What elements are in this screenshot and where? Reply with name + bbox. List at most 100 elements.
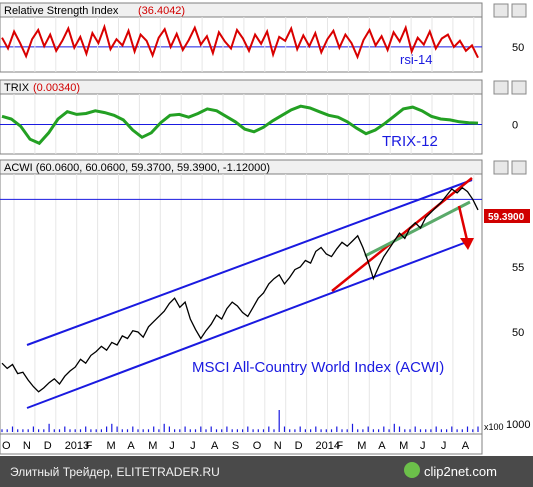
volume-bar xyxy=(116,426,118,432)
volume-bar xyxy=(383,426,385,432)
volume-bar xyxy=(200,426,202,432)
volume-bar xyxy=(210,426,212,432)
volume-bar xyxy=(388,429,390,433)
date-tick-label: F xyxy=(336,440,343,452)
volume-bar xyxy=(1,429,3,433)
volume-bar xyxy=(215,429,218,433)
rsi-panel-close-icon[interactable] xyxy=(511,3,527,18)
volume-bar xyxy=(58,429,61,433)
date-tick-label: 2014 xyxy=(316,440,340,452)
volume-bar xyxy=(43,429,45,433)
date-tick-label: J xyxy=(169,440,175,452)
volume-bar xyxy=(74,429,76,433)
last-price-tag xyxy=(484,209,530,223)
price-panel-button[interactable] xyxy=(493,160,509,175)
trix-panel: TRIX (0.00340) TRIX-12 0 xyxy=(0,79,527,155)
volume-bar xyxy=(174,429,176,433)
volume-bar xyxy=(48,423,50,433)
date-tick-label: A xyxy=(211,440,219,452)
volume-bar xyxy=(32,426,34,432)
trix-panel-close-icon[interactable] xyxy=(511,80,527,95)
price-annotation: MSCI All-Country World Index (ACWI) xyxy=(192,359,444,376)
date-tick-label: N xyxy=(274,440,282,452)
last-price-label: 59.3900 xyxy=(488,212,525,223)
volume-bar xyxy=(226,426,228,432)
price-title: ACWI (60.0600, 60.0600, 59.3700, 59.3900… xyxy=(4,162,270,174)
price-y-tick: 50 xyxy=(512,327,524,339)
volume-bar xyxy=(142,429,144,433)
price-panel-close-icon[interactable] xyxy=(511,160,527,175)
volume-bar xyxy=(64,426,66,432)
channel-lower-line xyxy=(26,239,473,409)
volume-bar xyxy=(278,410,280,432)
volume-unit-label: x100 xyxy=(484,422,504,432)
volume-bar xyxy=(95,429,97,433)
volume-bar xyxy=(472,429,474,433)
volume-bar xyxy=(126,429,129,433)
volume-bar xyxy=(456,429,458,433)
trix-panel-button[interactable] xyxy=(493,80,509,95)
rsi-panel-button[interactable] xyxy=(493,3,509,18)
date-tick-label: M xyxy=(399,440,408,452)
footer-bar: Элитный Трейдер, ELITETRADER.RU clip2net… xyxy=(0,456,533,487)
trix-title: TRIX xyxy=(4,82,30,94)
volume-bar xyxy=(79,429,82,433)
rsi-series-line xyxy=(1,23,479,60)
date-tick-label: D xyxy=(44,440,52,452)
green-trend-line xyxy=(364,200,471,258)
volume-bar xyxy=(147,429,150,433)
trix-annotation: TRIX-12 xyxy=(382,133,438,150)
volume-bar xyxy=(168,426,170,432)
volume-bar xyxy=(22,429,24,433)
channel-upper-line xyxy=(26,179,473,346)
volume-bar xyxy=(231,429,233,433)
price-y-tick: 55 xyxy=(512,262,524,274)
volume-bar xyxy=(137,429,139,433)
volume-bar xyxy=(310,429,312,433)
date-tick-label: A xyxy=(462,440,470,452)
footer-logo-text[interactable]: clip2net.com xyxy=(424,464,497,479)
volume-bar xyxy=(304,429,306,433)
date-tick-label: J xyxy=(441,440,447,452)
volume-bar xyxy=(153,426,155,432)
volume-bar xyxy=(461,429,463,433)
rsi-annotation: rsi-14 xyxy=(400,52,433,67)
volume-bar xyxy=(90,429,92,433)
trix-value: (0.00340) xyxy=(33,82,80,94)
volume-bar xyxy=(409,429,411,433)
volume-bar xyxy=(6,429,8,433)
red-trend-line xyxy=(331,177,473,292)
projection-arrow-shaft xyxy=(457,205,469,241)
volume-bar xyxy=(184,426,186,432)
price-panel: ACWI (60.0600, 60.0600, 59.3700, 59.3900… xyxy=(0,159,530,435)
date-tick-label: D xyxy=(295,440,303,452)
date-tick-label: O xyxy=(253,440,262,452)
rsi-plot-area xyxy=(0,16,483,73)
date-tick-label: O xyxy=(2,440,11,452)
volume-bar xyxy=(315,426,317,432)
rsi-panel: Relative Strength Index (36.4042) rsi-14… xyxy=(0,2,527,73)
volume-bar xyxy=(372,429,374,433)
clip2net-logo-icon xyxy=(404,462,420,478)
volume-bar xyxy=(53,429,55,433)
volume-bar xyxy=(299,426,301,432)
volume-bar xyxy=(194,429,197,433)
volume-bar xyxy=(414,426,416,432)
rsi-y-tick: 50 xyxy=(512,42,524,54)
volume-bar xyxy=(205,429,207,433)
volume-bar xyxy=(262,429,265,433)
volume-bar xyxy=(357,429,359,433)
volume-bar xyxy=(242,429,244,433)
date-tick-label: S xyxy=(232,440,239,452)
rsi-title: Relative Strength Index xyxy=(4,5,119,17)
volume-bar xyxy=(341,429,343,433)
volume-bar xyxy=(325,429,327,433)
volume-bar xyxy=(11,426,14,432)
volume-bars xyxy=(1,410,479,433)
volume-bar xyxy=(27,429,29,433)
volume-bar xyxy=(320,429,322,433)
price-series-line xyxy=(1,186,479,393)
volume-bar xyxy=(69,429,71,433)
trix-series-line xyxy=(1,104,479,146)
